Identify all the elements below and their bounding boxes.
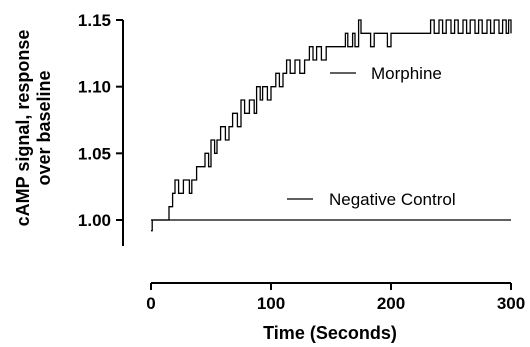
x-tick-label: 300 <box>497 294 525 313</box>
y-tick-label: 1.00 <box>78 211 111 230</box>
y-axis: 1.00 1.05 1.10 1.15 <box>78 11 124 246</box>
y-axis-title-line-2: over baseline <box>34 70 54 185</box>
y-axis-title-line-1: cAMP signal, response <box>13 30 33 227</box>
y-tick-label: 1.05 <box>78 144 111 163</box>
legend-label-morphine: Morphine <box>371 64 442 83</box>
y-tick-label: 1.10 <box>78 78 111 97</box>
x-tick-label: 0 <box>146 294 155 313</box>
legend-label-negative-control: Negative Control <box>329 190 456 209</box>
x-axis: 0 100 200 300 <box>146 282 525 313</box>
series-layer <box>151 19 512 232</box>
x-tick-label: 200 <box>377 294 405 313</box>
x-axis-title: Time (Seconds) <box>263 323 397 343</box>
x-tick-label: 100 <box>257 294 285 313</box>
legend: Morphine Negative Control <box>287 64 456 209</box>
y-tick-label: 1.15 <box>78 11 111 30</box>
series-line-morphine <box>151 19 512 232</box>
